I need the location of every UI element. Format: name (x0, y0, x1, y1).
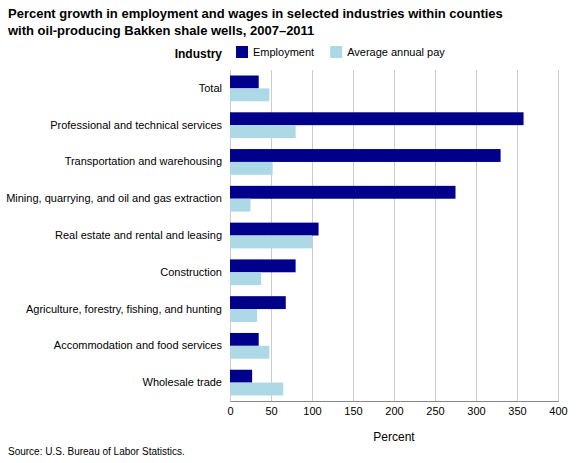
bar (230, 186, 456, 199)
y-axis-title: Industry (175, 47, 223, 61)
x-axis-title: Percent (373, 430, 415, 444)
x-tick-label: 150 (344, 405, 362, 417)
y-tick-label: Accommodation and food services (54, 339, 223, 351)
x-tick-label: 250 (426, 405, 444, 417)
x-tick-label: 0 (227, 405, 233, 417)
bar (230, 333, 259, 346)
y-tick: Professional and technical services (50, 119, 222, 131)
bars (230, 76, 524, 396)
legend-swatch (330, 46, 342, 58)
y-tick: Real estate and rental and leasing (55, 229, 222, 241)
grid-line (558, 70, 559, 401)
plot: 0 50 100 150 200 250 300 350 400 Wholesale trade A… (6, 70, 568, 417)
bar (230, 370, 252, 383)
x-tick-label: 100 (303, 405, 321, 417)
y-tick: Transportation and warehousing (65, 155, 222, 167)
x-tick: 400 (549, 70, 567, 417)
bar (230, 223, 319, 236)
y-tick: Accommodation and food services (54, 339, 223, 351)
bar (230, 259, 296, 272)
x-tick-label: 300 (467, 405, 485, 417)
x-tick-label: 50 (265, 405, 277, 417)
y-tick: Agriculture, forestry, fishing, and hunt… (26, 303, 222, 315)
bar (230, 296, 286, 309)
title: Percent growth in employment and wages i… (8, 6, 503, 21)
y-tick-label: Construction (160, 266, 222, 278)
y-tick: Wholesale trade (143, 376, 223, 388)
bar (230, 88, 269, 101)
y-tick: Total (199, 82, 222, 94)
bar-series (230, 76, 524, 383)
bar-series (230, 88, 312, 395)
y-tick-label: Transportation and warehousing (65, 155, 222, 167)
bar (230, 125, 296, 138)
y-tick: Construction (160, 266, 222, 278)
bar (230, 383, 283, 396)
chart-svg: Percent growth in employment and wages i… (0, 0, 580, 463)
x-tick-label: 350 (508, 405, 526, 417)
legend-label: Employment (253, 46, 314, 58)
bar (230, 236, 312, 249)
legend-label: Average annual pay (347, 46, 445, 58)
y-tick: Mining, quarrying, and oil and gas extra… (6, 192, 222, 204)
x-axis: 0 50 100 150 200 250 300 350 400 (227, 70, 567, 417)
y-tick-label: Real estate and rental and leasing (55, 229, 222, 241)
bar (230, 199, 251, 212)
y-tick-label: Total (199, 82, 222, 94)
y-axis: Wholesale trade Accommodation and food se… (6, 82, 222, 388)
legend-item: Employment (236, 46, 314, 58)
legend: Employment Average annual pay (236, 46, 445, 58)
legend-swatch (236, 46, 248, 58)
bar (230, 346, 269, 359)
title: with oil-producing Bakken shale wells, 2… (7, 23, 314, 38)
bar (230, 309, 257, 322)
y-tick-label: Professional and technical services (50, 119, 222, 131)
bar (230, 149, 501, 162)
x-axis-line (231, 70, 559, 402)
bar (230, 162, 273, 175)
bar (230, 272, 261, 285)
bar (230, 76, 259, 89)
y-tick-label: Wholesale trade (143, 376, 223, 388)
x-tick-label: 400 (549, 405, 567, 417)
y-tick-label: Agriculture, forestry, fishing, and hunt… (26, 303, 222, 315)
source: Source: U.S. Bureau of Labor Statistics. (8, 446, 185, 457)
legend-item: Average annual pay (330, 46, 445, 58)
bar (230, 112, 524, 125)
x-tick-label: 200 (385, 405, 403, 417)
y-tick-label: Mining, quarrying, and oil and gas extra… (6, 192, 222, 204)
chart-container: Percent growth in employment and wages i… (0, 0, 580, 463)
